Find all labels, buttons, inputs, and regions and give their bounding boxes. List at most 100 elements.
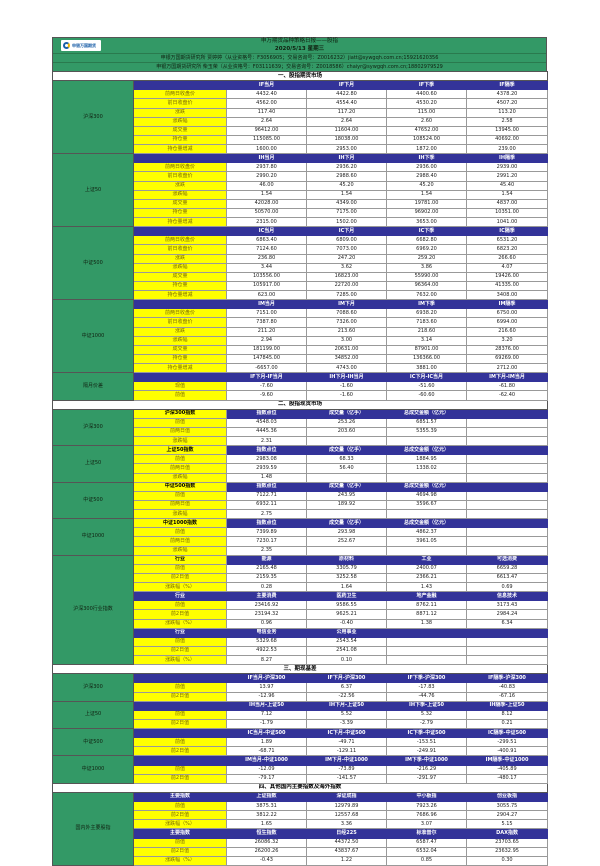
row-label: 前值 [133, 600, 227, 611]
cell-value: 2939.00 [465, 162, 549, 173]
cell-value: 12979.89 [306, 800, 387, 812]
cell-value: 26086.32 [226, 837, 307, 848]
cell-value: 2.35 [226, 545, 307, 556]
table-row: 持仓量增减 2315.00 1502.00 3653.00 1041.00 [53, 216, 549, 228]
row-label: 前值 [133, 837, 227, 848]
cell-value [465, 463, 549, 474]
row-label: 前值 [133, 682, 227, 693]
block-header-row: 中证500 IC当月-中证500 IC下月-中证500 IC下季-中证500 IC隔季-… [52, 727, 549, 757]
column-header: IC隔季-中证500 [465, 727, 549, 739]
cell-value: 4554.40 [306, 98, 387, 109]
cell-value: 243.95 [306, 490, 387, 501]
row-label: 持仓量增减 [133, 216, 227, 228]
section-title: 三、期现基差 [51, 664, 549, 675]
column-header: 能源 [226, 554, 307, 565]
table-row: 涨跌幅（%） 8.27 0.10 [53, 654, 549, 666]
row-label: 前值 [133, 563, 227, 574]
cell-value: 2541.08 [306, 645, 387, 657]
cell-value: 23703.65 [465, 837, 549, 848]
cell-value: -249.91 [386, 746, 467, 757]
table-row: 成交量 181199.00 20631.00 87901.00 28376.00 [53, 344, 549, 355]
table-row: 持仓量 105917.00 22720.00 96364.00 41335.00 [53, 280, 549, 292]
cell-value: 3.07 [386, 819, 467, 830]
cell-value: 1502.00 [306, 216, 387, 228]
block-header-label: 上证50指数 [133, 445, 227, 456]
cell-value: 1872.00 [386, 143, 467, 155]
cell-value: -0.40 [306, 618, 387, 629]
cell-value: 13945.00 [465, 125, 549, 136]
cell-value: 6.34 [465, 618, 549, 629]
cell-value: 6851.57 [386, 417, 467, 428]
table-row: 前两日值 6932.11 189.92 3596.67 [53, 499, 549, 511]
block-header-row: 中证500 IC当月 IC下月 IC下季 IC隔季 [52, 226, 549, 301]
cell-value: 117.40 [226, 107, 307, 118]
cell-value: 6587.47 [386, 837, 467, 848]
column-header: 指数点位 [226, 445, 307, 456]
cell-value: 10351.00 [465, 207, 549, 219]
row-label: 涨跌幅（%） [133, 654, 227, 666]
row-label: 涨跌幅（%） [133, 581, 227, 593]
table-row: 涨跌幅 2.94 3.00 3.14 3.20 [53, 335, 549, 346]
column-header: IM下月-IM当月 [465, 372, 549, 383]
row-label: 前值 [133, 737, 227, 748]
column-header: IH下季-上证50 [386, 700, 467, 711]
row-label: 成交量 [133, 271, 227, 282]
block-header-row: 中证1000 IM当月 IM下月 IM下季 IM隔季 [52, 299, 549, 374]
column-header: 工业 [386, 554, 467, 565]
cell-value [465, 435, 549, 447]
block-header-label [133, 755, 227, 766]
column-header: 总成交金额（亿元） [386, 408, 467, 419]
row-label: 前两日收盘价 [133, 89, 227, 100]
row-label: 持仓量增减 [133, 289, 227, 301]
column-header: 公用事业 [306, 627, 387, 638]
cell-value [465, 499, 549, 511]
cell-value [465, 454, 549, 465]
cell-value: 2.31 [226, 435, 307, 447]
group-name: 沪深300行业指数 [52, 554, 134, 666]
cell-value: 8871.12 [386, 609, 467, 620]
cell-value: 4378.20 [465, 89, 549, 100]
cell-value: 211.20 [226, 326, 307, 337]
group-name: 上证50 [52, 153, 134, 228]
cell-value: -299.51 [465, 737, 549, 748]
data-table: 一、股指期货市场 沪深300 IF当月 IF下月 IF下季 IF隔季 前两日收盘价 4432.… [51, 70, 549, 866]
cell-value: -49.71 [306, 737, 387, 748]
column-header: IC下月-中证500 [306, 727, 387, 739]
analyst-contact: 申银万国期货研究所 柴玉荣（从业资格号：F03111639；交易咨询号：Z001… [53, 62, 546, 71]
column-header: IH隔季-上证50 [465, 700, 549, 711]
cell-value: 4349.00 [306, 198, 387, 209]
cell-value: -291.97 [386, 773, 467, 784]
cell-value: 2.58 [465, 116, 549, 127]
block-header-row: 上证50 IH当月 IH下月 IH下季 IH隔季 [52, 153, 549, 228]
cell-value: 0.85 [386, 855, 467, 866]
cell-value: 4922.53 [226, 645, 307, 657]
column-header: IM当月-中证1000 [226, 755, 307, 766]
cell-value: 2.94 [226, 335, 307, 346]
cell-value: 117.20 [306, 107, 387, 118]
cell-value: 6863.40 [226, 235, 307, 246]
cell-value: 7073.00 [306, 244, 387, 255]
cell-value: -12.09 [226, 764, 307, 775]
row-label: 涨跌 [133, 107, 227, 118]
row-label: 持仓量 [133, 207, 227, 219]
column-header: 指数点位 [226, 408, 307, 419]
cell-value: 115085.00 [226, 134, 307, 146]
table-row: 成交量 42028.00 4349.00 19781.00 4837.00 [53, 198, 549, 209]
cell-value [386, 645, 467, 657]
column-header: IF下月 [306, 80, 387, 91]
cell-value: 115.00 [386, 107, 467, 118]
row-label: 前值 [133, 454, 227, 465]
cell-value: -67.16 [465, 691, 549, 702]
block-header-label: 行业 [133, 554, 227, 565]
column-header: IC下季 [386, 226, 467, 237]
column-header: 电信业务 [226, 627, 307, 638]
group-name: 上证50 [52, 700, 134, 730]
column-header: IC下季-中证500 [386, 727, 467, 739]
cell-value: 3961.05 [386, 536, 467, 547]
column-header: IF下月-IF当月 [226, 372, 307, 383]
cell-value: 0.28 [226, 581, 307, 593]
table-row: 前2日值 -68.71 -129.11 -249.91 -400.91 [53, 746, 549, 757]
cell-value: 0.30 [465, 855, 549, 866]
table-row: 涨跌幅（%） 0.96 -0.40 1.38 6.34 [53, 618, 549, 629]
section-title-row: 四、其他国内主要指数及海外指数 [51, 782, 549, 793]
